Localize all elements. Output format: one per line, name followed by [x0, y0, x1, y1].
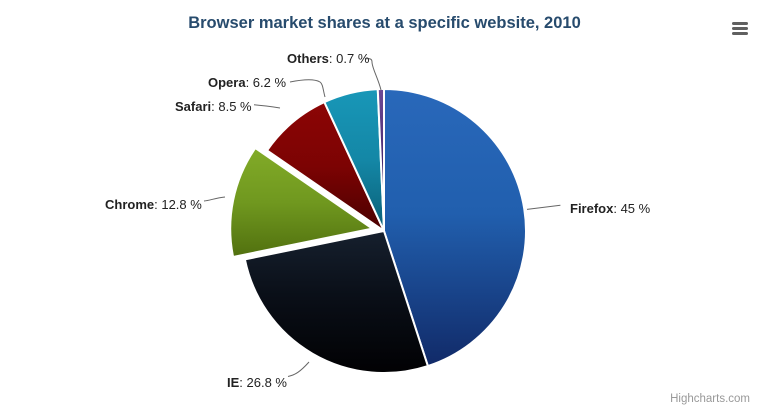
- svg-text:Firefox: 45 %: Firefox: 45 %: [570, 201, 651, 216]
- svg-text:Chrome: 12.8 %: Chrome: 12.8 %: [105, 197, 202, 212]
- svg-text:Others: 0.7 %: Others: 0.7 %: [287, 51, 370, 66]
- svg-text:IE: 26.8 %: IE: 26.8 %: [227, 375, 287, 390]
- svg-text:Safari: 8.5 %: Safari: 8.5 %: [175, 99, 252, 114]
- svg-text:Opera: 6.2 %: Opera: 6.2 %: [208, 75, 286, 90]
